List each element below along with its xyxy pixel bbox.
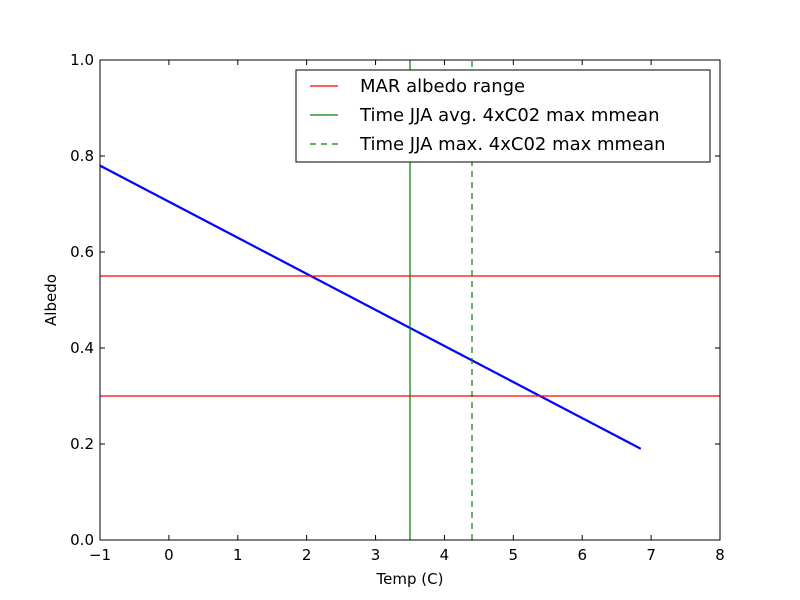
y-tick-label: 0.4 [70, 339, 94, 357]
y-tick-label: 0.0 [70, 531, 94, 549]
y-tick-label: 0.6 [70, 243, 94, 261]
legend-box [295, 69, 711, 163]
x-tick-label: 0 [164, 546, 174, 564]
legend-label-mar-albedo-range: MAR albedo range [360, 76, 525, 97]
x-tick-label: 4 [440, 546, 450, 564]
albedo-temperature-line [99, 164, 642, 450]
tick-layer: −1 0 1 2 3 4 5 6 7 8 0.0 0.2 0.4 0.6 0.8 1.0 [70, 51, 725, 564]
y-tick-label: 0.8 [70, 147, 94, 165]
x-tick-label: 8 [715, 546, 725, 564]
x-tick-label: 3 [371, 546, 381, 564]
y-tick-label: 1.0 [70, 51, 94, 69]
legend-label-jja-avg: Time JJA avg. 4xC02 max mmean [359, 105, 659, 126]
y-tick-label: 0.2 [70, 435, 94, 453]
x-tick-label: 6 [577, 546, 587, 564]
x-tick-label: 1 [233, 546, 243, 564]
x-tick-label: 7 [646, 546, 656, 564]
x-tick-label: −1 [89, 546, 111, 564]
legend: MAR albedo range Time JJA avg. 4xC02 max… [295, 69, 711, 163]
y-axis-label: Albedo [42, 274, 60, 326]
x-axis-label: Temp (C) [376, 570, 444, 588]
x-tick-label: 2 [302, 546, 312, 564]
plot-frame [99, 59, 721, 541]
legend-label-jja-max: Time JJA max. 4xC02 max mmean [359, 134, 666, 155]
x-tick-label: 5 [509, 546, 519, 564]
